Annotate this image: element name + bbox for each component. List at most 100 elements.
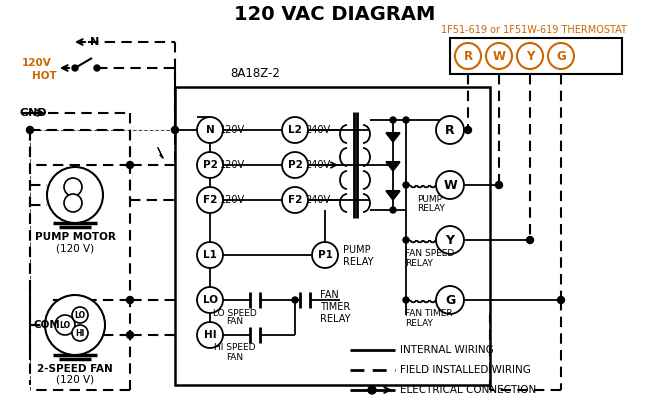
Text: F2: F2 bbox=[203, 195, 217, 205]
Circle shape bbox=[127, 161, 133, 168]
Text: G: G bbox=[556, 49, 566, 62]
Circle shape bbox=[496, 181, 502, 189]
Text: W: W bbox=[492, 49, 505, 62]
Text: PUMP MOTOR: PUMP MOTOR bbox=[35, 232, 115, 242]
Circle shape bbox=[197, 187, 223, 213]
Circle shape bbox=[548, 43, 574, 69]
Circle shape bbox=[390, 117, 396, 123]
Text: Y: Y bbox=[446, 233, 454, 246]
Circle shape bbox=[127, 331, 133, 339]
Polygon shape bbox=[386, 191, 400, 200]
Circle shape bbox=[72, 325, 88, 341]
Circle shape bbox=[72, 307, 88, 323]
Circle shape bbox=[94, 65, 100, 71]
Circle shape bbox=[403, 182, 409, 188]
Text: PUMP: PUMP bbox=[343, 245, 371, 255]
Text: 120V: 120V bbox=[220, 160, 246, 170]
Circle shape bbox=[368, 386, 376, 394]
Text: LO: LO bbox=[202, 295, 218, 305]
Text: RELAY: RELAY bbox=[320, 314, 350, 324]
Text: INTERNAL WIRING: INTERNAL WIRING bbox=[400, 345, 494, 355]
Text: FAN TIMER: FAN TIMER bbox=[405, 310, 453, 318]
Bar bbox=[175, 87, 490, 385]
Circle shape bbox=[72, 65, 78, 71]
Circle shape bbox=[403, 117, 409, 123]
Text: R: R bbox=[445, 124, 455, 137]
Text: FAN: FAN bbox=[320, 290, 339, 300]
Circle shape bbox=[197, 152, 223, 178]
Text: 2-SPEED FAN: 2-SPEED FAN bbox=[37, 364, 113, 374]
Circle shape bbox=[64, 178, 82, 196]
Text: L2: L2 bbox=[288, 125, 302, 135]
Circle shape bbox=[282, 152, 308, 178]
Text: TIMER: TIMER bbox=[320, 302, 350, 312]
Polygon shape bbox=[386, 133, 400, 142]
Circle shape bbox=[292, 297, 298, 303]
Text: GND: GND bbox=[20, 108, 48, 118]
Text: 240V: 240V bbox=[306, 160, 330, 170]
Circle shape bbox=[45, 295, 105, 355]
Text: FAN: FAN bbox=[226, 352, 244, 362]
Circle shape bbox=[517, 43, 543, 69]
Text: L1: L1 bbox=[203, 250, 217, 260]
Circle shape bbox=[390, 162, 396, 168]
Circle shape bbox=[436, 286, 464, 314]
Text: 240V: 240V bbox=[306, 125, 330, 135]
Circle shape bbox=[172, 127, 178, 134]
Text: HOT: HOT bbox=[32, 71, 57, 81]
Text: LO SPEED: LO SPEED bbox=[213, 308, 257, 318]
Text: 120V: 120V bbox=[220, 195, 246, 205]
Circle shape bbox=[436, 116, 464, 144]
Text: N: N bbox=[90, 37, 99, 47]
Text: RELAY: RELAY bbox=[343, 257, 373, 267]
Text: P2: P2 bbox=[287, 160, 302, 170]
Text: R: R bbox=[464, 49, 472, 62]
Circle shape bbox=[486, 43, 512, 69]
Text: G: G bbox=[445, 293, 455, 307]
Circle shape bbox=[455, 43, 481, 69]
Circle shape bbox=[464, 127, 472, 134]
Text: 120V: 120V bbox=[22, 58, 52, 68]
Text: (120 V): (120 V) bbox=[56, 243, 94, 253]
Text: FAN SPEED: FAN SPEED bbox=[405, 249, 454, 259]
Text: P1: P1 bbox=[318, 250, 332, 260]
Text: PUMP: PUMP bbox=[417, 194, 442, 204]
Text: P2: P2 bbox=[202, 160, 218, 170]
Text: RELAY: RELAY bbox=[417, 204, 445, 212]
Circle shape bbox=[282, 187, 308, 213]
Circle shape bbox=[47, 167, 103, 223]
Bar bbox=[450, 38, 622, 74]
Text: 120V: 120V bbox=[220, 125, 246, 135]
Circle shape bbox=[312, 242, 338, 268]
Text: RELAY: RELAY bbox=[405, 259, 433, 267]
Circle shape bbox=[197, 117, 223, 143]
Text: HI: HI bbox=[75, 328, 84, 337]
Polygon shape bbox=[386, 162, 400, 171]
Circle shape bbox=[403, 237, 409, 243]
Text: 8A18Z-2: 8A18Z-2 bbox=[230, 67, 280, 80]
Text: FAN: FAN bbox=[226, 318, 244, 326]
Text: FIELD INSTALLED WIRING: FIELD INSTALLED WIRING bbox=[400, 365, 531, 375]
Text: 120 VAC DIAGRAM: 120 VAC DIAGRAM bbox=[234, 5, 436, 23]
Text: 240V: 240V bbox=[306, 195, 330, 205]
Circle shape bbox=[436, 226, 464, 254]
Text: COM: COM bbox=[33, 320, 60, 330]
Circle shape bbox=[197, 287, 223, 313]
Circle shape bbox=[64, 194, 82, 212]
Circle shape bbox=[282, 117, 308, 143]
Text: RELAY: RELAY bbox=[405, 318, 433, 328]
Circle shape bbox=[27, 127, 34, 134]
Circle shape bbox=[436, 171, 464, 199]
Text: W: W bbox=[443, 178, 457, 191]
Text: LO: LO bbox=[60, 321, 70, 329]
Circle shape bbox=[127, 297, 133, 303]
Circle shape bbox=[390, 207, 396, 213]
Text: Y: Y bbox=[526, 49, 534, 62]
Circle shape bbox=[55, 315, 75, 335]
Circle shape bbox=[557, 297, 565, 303]
Circle shape bbox=[197, 322, 223, 348]
Text: HI SPEED: HI SPEED bbox=[214, 344, 256, 352]
Text: LO: LO bbox=[74, 310, 86, 320]
Text: F2: F2 bbox=[288, 195, 302, 205]
Text: HI: HI bbox=[204, 330, 216, 340]
